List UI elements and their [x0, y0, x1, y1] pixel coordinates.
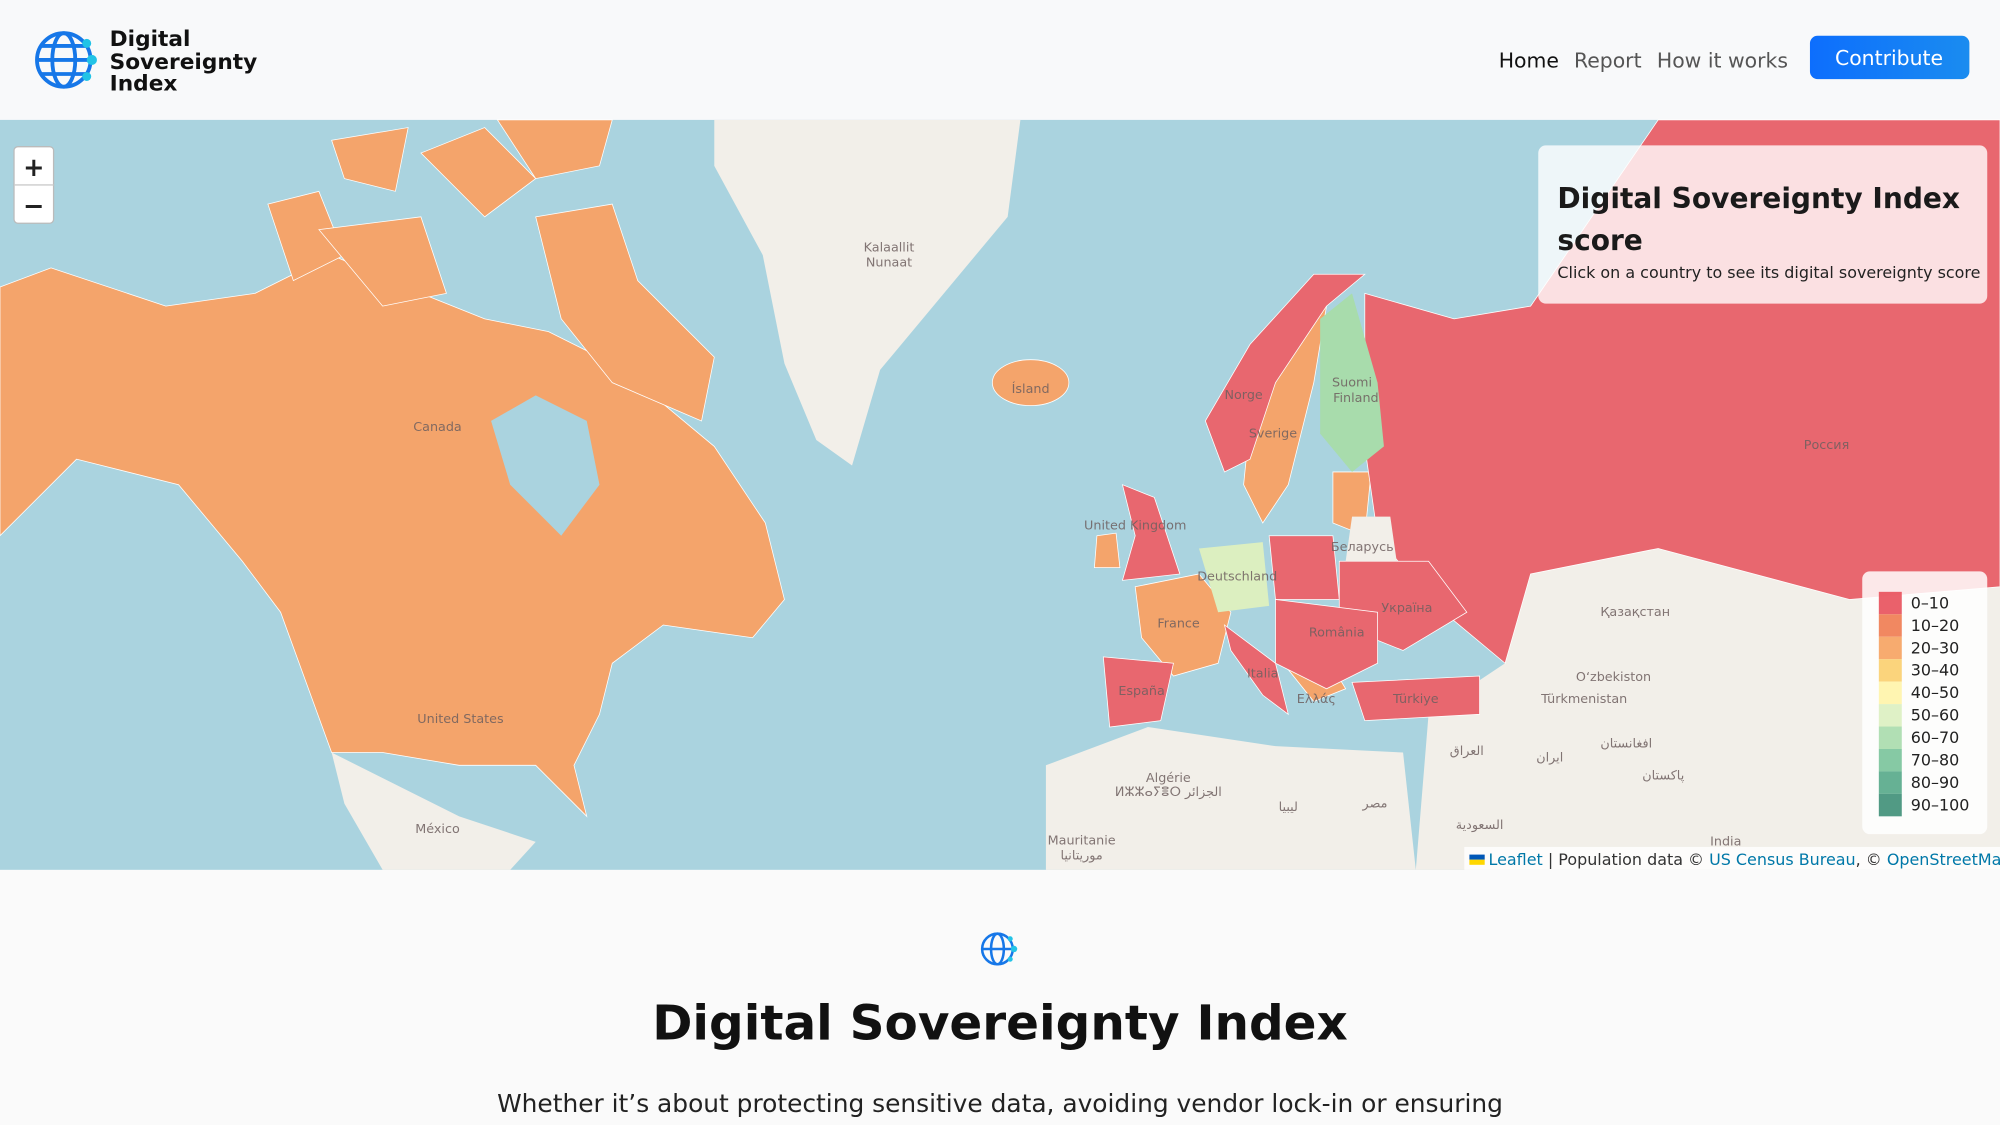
legend-label: 30–40: [1911, 661, 1960, 680]
map-label: O‘zbekiston: [1576, 670, 1651, 685]
land: [331, 119, 2000, 870]
map-label: Canada: [413, 420, 462, 435]
info-title: Digital Sovereignty Index: [1557, 182, 1960, 215]
map-label: Nunaat: [866, 256, 912, 271]
flag: [1469, 854, 1485, 860]
map-label: United States: [417, 712, 504, 727]
map-label: موريتانيا: [1061, 849, 1103, 864]
info-subtitle: Click on a country to see its digital so…: [1557, 263, 1980, 282]
map-label: Ελλάς: [1297, 692, 1336, 707]
legend-swatch: [1878, 704, 1902, 727]
content-text: Whether it’s about protecting sensitive …: [497, 1089, 1503, 1118]
map-label: مصر: [1362, 796, 1388, 811]
legend-label: 20–30: [1911, 638, 1960, 657]
map-label: France: [1157, 617, 1200, 632]
content: [0, 869, 2000, 1125]
map-label: Україна: [1381, 601, 1432, 616]
legend-label: 90–100: [1911, 795, 1970, 814]
legend-label: 70–80: [1911, 751, 1960, 770]
legend-swatch: [1878, 614, 1902, 637]
country-nodata: [1345, 516, 1397, 562]
legend-swatch: [1878, 748, 1902, 772]
nav-link[interactable]: Home: [1499, 49, 1559, 73]
attribution-bar: [1464, 846, 2000, 870]
attribution-text: ©: [1866, 850, 1882, 869]
map-label: Ísland: [1012, 381, 1050, 397]
map-label: España: [1118, 684, 1165, 699]
logo-icon: [35, 31, 97, 89]
map-label: Беларусь: [1331, 540, 1394, 555]
hudson-bay: [491, 395, 600, 536]
nav-link[interactable]: How it works: [1657, 49, 1788, 73]
map-label: ⵍⵣⵣⴰⵢⴻⵔ الجزائر: [1115, 785, 1222, 800]
map-label: México: [415, 822, 460, 837]
map-label: Norge: [1224, 388, 1262, 403]
map-label: Suomi: [1332, 375, 1372, 390]
legend-label: 10–20: [1911, 616, 1960, 635]
zoom-out[interactable]: −: [23, 191, 44, 221]
map-label: Finland: [1333, 391, 1379, 406]
map-label: السعودية: [1456, 818, 1504, 833]
legend-label: 50–60: [1911, 706, 1960, 725]
map-label: العراق: [1450, 744, 1484, 759]
contribute-button[interactable]: [1809, 35, 1970, 80]
legend-swatch: [1878, 771, 1902, 794]
map-label: Algérie: [1146, 771, 1191, 786]
attribution-link[interactable]: Leaflet: [1489, 850, 1543, 869]
legend-swatch: [1878, 793, 1902, 817]
country-high: [1320, 293, 1384, 472]
logo-text: Digital: [110, 27, 191, 52]
legend-swatch: [1878, 636, 1902, 660]
button-label[interactable]: Contribute: [1835, 46, 1943, 70]
legend-swatch: [1878, 659, 1902, 682]
logo-text: Index: [110, 72, 178, 97]
attribution: Leaflet | Population data © US Census Bu…: [1489, 850, 2000, 869]
content-icon: [980, 932, 1018, 966]
legend-label: 60–70: [1911, 728, 1960, 747]
map-label: Mauritanie: [1048, 833, 1116, 848]
map-label: Россия: [1804, 438, 1849, 453]
attribution-link[interactable]: OpenStreetMap: [1887, 850, 2000, 869]
flag: [1469, 859, 1485, 865]
map-label: افغانستان: [1600, 736, 1652, 751]
map-label: Deutschland: [1197, 569, 1277, 584]
legend-label: 40–50: [1911, 683, 1960, 702]
country-mid: [1198, 542, 1270, 613]
map-label: România: [1309, 625, 1365, 640]
legend-items: 0–10 10–20 20–30 30–40 40–50 50–60 60–70 70–80 8…: [1878, 591, 1970, 817]
map-label: Sverige: [1249, 426, 1297, 441]
header: [0, 0, 2000, 120]
info-title: score: [1557, 224, 1642, 257]
legend-swatch: [1878, 681, 1902, 705]
logo-text: Sovereignty: [110, 50, 258, 75]
map-label: Türkmenistan: [1540, 692, 1627, 707]
content-title: Digital Sovereignty Index: [652, 996, 1348, 1052]
zoom-in[interactable]: +: [23, 153, 44, 183]
countries: [0, 119, 1372, 818]
map-label: Türkiye: [1392, 692, 1439, 707]
attribution-text: | Population data ©: [1548, 850, 1704, 869]
attribution-text: ,: [1856, 850, 1861, 869]
map-label: Қазақстан: [1600, 605, 1670, 620]
legend-label: 80–90: [1911, 773, 1960, 792]
legend-label: 0–10: [1911, 593, 1949, 612]
nav-link[interactable]: Report: [1574, 49, 1642, 73]
map-label: ليبيا: [1279, 800, 1298, 815]
attribution-link[interactable]: US Census Bureau: [1709, 850, 1856, 869]
map-label: United Kingdom: [1084, 518, 1186, 533]
legend-swatch: [1878, 726, 1902, 749]
map-label: India: [1710, 835, 1741, 850]
map-label: ایران: [1536, 750, 1563, 765]
map-label: پاکستان: [1642, 768, 1684, 783]
map-label: Kalaallit: [864, 240, 915, 255]
info-box: [1538, 145, 1988, 304]
legend-swatch: [1878, 591, 1902, 615]
map-label: Italia: [1247, 666, 1278, 681]
